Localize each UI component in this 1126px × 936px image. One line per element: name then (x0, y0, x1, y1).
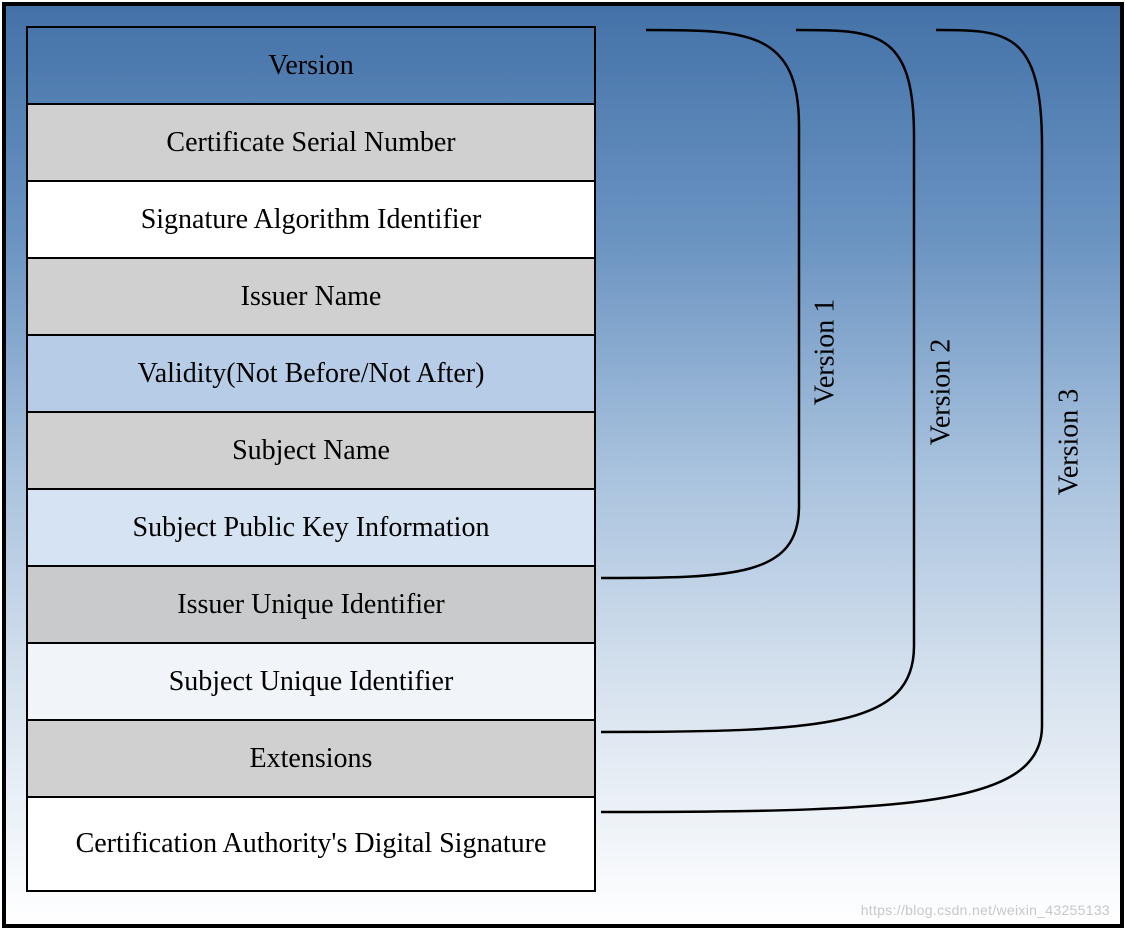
version-label: Version 1 (809, 299, 841, 406)
table-row: Subject Name (28, 413, 594, 490)
version-label: Version 2 (925, 339, 957, 446)
bracket-curve (601, 30, 914, 732)
table-row: Extensions (28, 721, 594, 798)
table-row: Issuer Unique Identifier (28, 567, 594, 644)
table-row: Subject Public Key Information (28, 490, 594, 567)
row-label: Issuer Unique Identifier (177, 588, 444, 622)
table-row: Issuer Name (28, 259, 594, 336)
table-row: Certification Authority's Digital Signat… (28, 798, 594, 890)
bracket-curve (601, 30, 799, 578)
row-label: Subject Name (232, 434, 390, 468)
row-label: Extensions (250, 742, 373, 776)
table-row: Subject Unique Identifier (28, 644, 594, 721)
row-label: Certification Authority's Digital Signat… (76, 827, 547, 861)
bracket-curve (601, 30, 1042, 812)
certificate-fields-table: Version Certificate Serial Number Signatur… (26, 26, 596, 892)
row-label: Subject Public Key Information (133, 511, 490, 545)
version-label: Version 3 (1053, 389, 1085, 496)
table-row: Certificate Serial Number (28, 105, 594, 182)
table-row: Signature Algorithm Identifier (28, 182, 594, 259)
row-label: Issuer Name (241, 280, 382, 314)
row-label: Subject Unique Identifier (169, 665, 454, 699)
table-row: Version (28, 28, 594, 105)
table-row: Validity(Not Before/Not After) (28, 336, 594, 413)
row-label: Validity(Not Before/Not After) (138, 357, 485, 391)
diagram-frame: Version Certificate Serial Number Signatur… (2, 2, 1124, 928)
watermark-text: https://blog.csdn.net/weixin_43255133 (861, 902, 1110, 918)
row-label: Signature Algorithm Identifier (141, 203, 482, 237)
row-label: Certificate Serial Number (166, 126, 455, 160)
row-label: Version (268, 49, 354, 83)
